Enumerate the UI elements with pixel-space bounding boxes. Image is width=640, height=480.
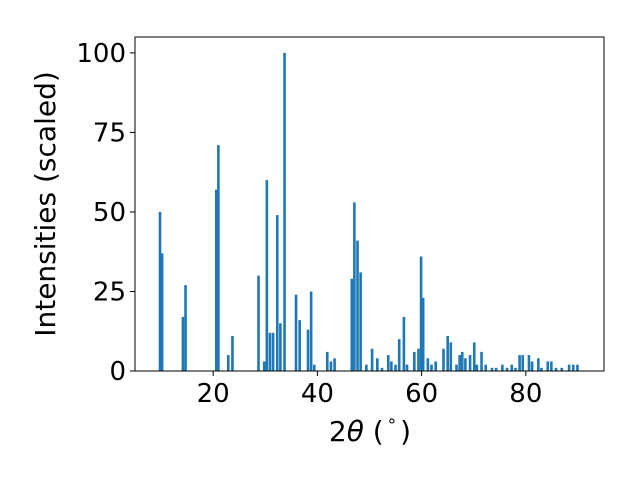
bar — [158, 211, 162, 371]
bar — [501, 364, 504, 371]
x-tick-label: 60 — [405, 379, 438, 409]
bar-series — [158, 52, 579, 372]
bar — [417, 348, 420, 371]
bar — [460, 351, 464, 371]
bar — [421, 297, 425, 371]
bar — [214, 189, 218, 371]
bar — [430, 364, 433, 371]
bar — [472, 342, 476, 371]
bar — [380, 367, 384, 371]
bar — [397, 339, 401, 371]
bar — [480, 351, 483, 371]
bar — [490, 367, 494, 371]
bar — [275, 215, 279, 371]
y-axis-ticks: 0 25 50 75 100 — [76, 39, 135, 387]
bar — [571, 364, 575, 371]
y-tick-label: 0 — [109, 357, 126, 387]
bar — [217, 145, 220, 371]
bar — [257, 275, 260, 371]
bar — [283, 52, 286, 372]
bar — [394, 364, 397, 371]
bar — [554, 367, 558, 371]
bar — [333, 358, 336, 371]
x-axis-ticks: 20 40 60 80 — [197, 371, 542, 409]
bar — [446, 336, 449, 371]
bar — [514, 367, 517, 371]
bar — [521, 355, 525, 371]
y-axis-label: Intensities (scaled) — [29, 71, 62, 337]
bar — [298, 320, 301, 371]
bar — [356, 240, 359, 371]
bar — [455, 364, 458, 371]
bar — [294, 294, 298, 371]
bar — [518, 355, 521, 371]
bar — [576, 364, 579, 371]
bar — [359, 272, 362, 371]
bar — [449, 342, 453, 371]
bar — [365, 364, 368, 371]
bar — [160, 253, 164, 371]
bar — [530, 361, 534, 371]
bar — [567, 364, 571, 371]
y-tick-label: 25 — [93, 277, 126, 307]
bar — [184, 285, 187, 371]
bar — [413, 351, 416, 371]
bar — [434, 361, 437, 371]
bar — [402, 316, 406, 371]
y-tick-label: 75 — [93, 118, 126, 148]
bar — [262, 361, 266, 371]
y-tick-label: 100 — [76, 39, 126, 69]
bar — [560, 367, 564, 371]
bar — [312, 364, 316, 371]
bar — [329, 361, 333, 371]
bar — [494, 367, 498, 371]
bar — [226, 355, 230, 371]
x-tick-label: 80 — [509, 379, 542, 409]
bar — [386, 355, 390, 371]
bar — [309, 291, 313, 371]
bar — [546, 361, 550, 371]
bar — [350, 278, 354, 371]
bar — [390, 361, 393, 371]
bar — [475, 364, 479, 371]
bar — [550, 361, 553, 371]
bar — [464, 358, 467, 371]
bar — [268, 332, 272, 371]
bar — [442, 348, 445, 371]
bar — [405, 364, 409, 371]
plot-frame — [134, 36, 605, 372]
bar — [231, 336, 234, 371]
bar — [376, 358, 379, 371]
bar — [540, 367, 543, 371]
x-tick-label: 20 — [197, 379, 230, 409]
bar — [306, 329, 310, 371]
bar — [265, 180, 269, 371]
bar — [370, 348, 374, 371]
bar — [537, 358, 540, 371]
bar — [353, 202, 356, 371]
bar — [419, 256, 423, 371]
bar — [505, 367, 509, 371]
bar — [527, 355, 531, 371]
bar — [484, 364, 488, 371]
x-axis-label: 2θ (°) — [329, 415, 411, 448]
bar — [468, 355, 472, 371]
bar — [279, 323, 282, 371]
x-tick-label: 40 — [301, 379, 334, 409]
bar — [426, 358, 430, 371]
bar — [325, 351, 329, 371]
bar — [510, 364, 514, 371]
bar — [458, 355, 461, 371]
bar — [271, 332, 275, 371]
y-tick-label: 50 — [93, 198, 126, 228]
bar — [181, 316, 185, 371]
